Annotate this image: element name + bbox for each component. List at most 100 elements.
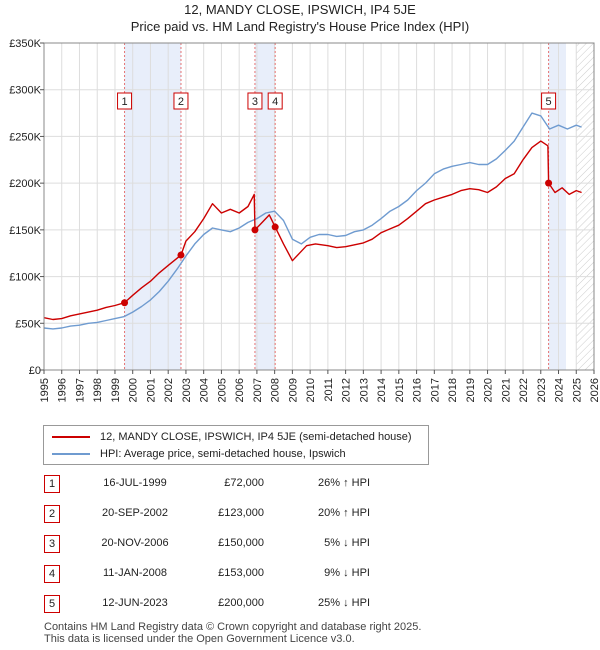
sale-marker-box [247,92,263,110]
x-tick-label: 2025 [571,378,583,402]
transaction-hpi-diff: 9% ↓ HPI [324,567,370,579]
x-tick-label: 2000 [128,378,140,402]
x-tick-label: 2009 [287,378,299,402]
x-tick-label: 2016 [412,378,424,402]
shaded-period [548,43,566,370]
x-tick-label: 1996 [57,378,69,402]
sale-marker-label: 1 [121,96,127,108]
shaded-periods [124,43,594,370]
transaction-row: 3 20-NOV-2006 £150,000 5% ↓ HPI [0,535,600,555]
y-tick-label: £300K [9,85,41,97]
x-tick-label: 2001 [145,378,157,402]
transaction-number: 1 [44,475,60,493]
x-tick-label: 2011 [323,378,335,402]
transaction-price: £150,000 [218,537,264,549]
transaction-price: £72,000 [224,477,264,489]
sale-point [545,179,553,187]
transaction-price: £153,000 [218,567,264,579]
transaction-number: 5 [44,595,60,613]
sale-marker-box [541,92,557,110]
shaded-period [124,43,181,370]
x-tick-label: 2004 [199,378,211,402]
legend-label-property: 12, MANDY CLOSE, IPSWICH, IP4 5JE (semi-… [100,431,412,443]
legend-label-hpi: HPI: Average price, semi-detached house,… [100,448,346,460]
transaction-row: 5 12-JUN-2023 £200,000 25% ↓ HPI [0,595,600,615]
transaction-date: 16-JUL-1999 [103,477,167,489]
legend-swatch-hpi [52,453,90,455]
legend: 12, MANDY CLOSE, IPSWICH, IP4 5JE (semi-… [43,425,429,465]
sale-point [121,299,129,307]
x-tick-label: 2026 [589,378,600,402]
x-tick-label: 2008 [270,378,282,402]
x-tick-label: 2022 [518,378,530,402]
x-tick-label: 2012 [341,378,353,402]
legend-item-property: 12, MANDY CLOSE, IPSWICH, IP4 5JE (semi-… [52,429,412,445]
transaction-number: 2 [44,505,60,523]
transaction-row: 1 16-JUL-1999 £72,000 26% ↑ HPI [0,475,600,495]
x-tick-label: 1995 [39,378,51,402]
sale-markers: 1 2 3 4 5 [117,43,557,370]
forecast-hatch [576,43,594,370]
legend-swatch-property [52,436,90,438]
transaction-hpi-diff: 5% ↓ HPI [324,537,370,549]
y-tick-label: £0 [29,365,41,377]
transaction-hpi-diff: 26% ↑ HPI [318,477,370,489]
transaction-date: 11-JAN-2008 [103,567,167,579]
sale-marker-box [267,92,283,110]
sale-marker-label: 3 [252,96,258,108]
y-tick-label: £100K [9,272,41,284]
x-tick-label: 2019 [465,378,477,402]
x-tick-label: 2010 [305,378,317,402]
sale-marker-box [173,92,189,110]
x-tick-label: 2005 [216,378,228,402]
footer-license: This data is licensed under the Open Gov… [44,633,355,645]
sale-marker-box [117,92,133,110]
hpi-line [43,112,582,330]
sale-marker-label: 5 [546,96,552,108]
sale-marker-label: 2 [178,96,184,108]
sale-point [177,251,185,259]
y-tick-label: £250K [9,131,41,143]
sale-marker-label: 4 [272,96,278,108]
x-tick-label: 2007 [252,378,264,402]
transaction-number: 3 [44,535,60,553]
x-tick-label: 1999 [110,378,122,402]
sale-point [271,223,279,231]
x-tick-label: 2021 [500,378,512,402]
plot-frame [43,42,595,371]
x-tick-label: 2024 [554,378,566,402]
y-tick-label: £200K [9,178,41,190]
x-tick-label: 2003 [181,378,193,402]
series [43,112,582,330]
transaction-date: 20-SEP-2002 [101,507,169,519]
axes: £0 £50K £100K £150K £200K £250K £300K £350K 1995… [9,38,600,402]
x-tick-label: 2020 [483,378,495,402]
x-tick-label: 2018 [447,378,459,402]
x-tick-label: 2014 [376,378,388,402]
transaction-date: 20-NOV-2006 [101,537,169,549]
transaction-number: 4 [44,565,60,583]
y-tick-label: £150K [9,225,41,237]
x-tick-label: 1998 [92,378,104,402]
chart-subtitle: Price paid vs. HM Land Registry's House … [130,19,470,34]
transaction-price: £200,000 [218,597,264,609]
transaction-hpi-diff: 25% ↓ HPI [318,597,370,609]
footer-copyright: Contains HM Land Registry data © Crown c… [44,621,422,633]
x-tick-label: 2013 [358,378,370,402]
x-tick-label: 2023 [536,378,548,402]
x-tick-label: 2002 [163,378,175,402]
property-price-line [43,140,582,321]
y-tick-label: £350K [9,38,41,50]
price-chart: 1 2 3 4 5 £0 £50K £100K £150K £200K £250K £300K £35… [9,38,600,402]
chart-title: 12, MANDY CLOSE, IPSWICH, IP4 5JE [184,2,416,17]
x-tick-label: 2017 [429,378,441,402]
transaction-date: 12-JUN-2023 [102,597,168,609]
transaction-row: 2 20-SEP-2002 £123,000 20% ↑ HPI [0,505,600,525]
x-tick-label: 2006 [234,378,246,402]
transaction-hpi-diff: 20% ↑ HPI [318,507,370,519]
sale-point [251,226,259,234]
transaction-row: 4 11-JAN-2008 £153,000 9% ↓ HPI [0,565,600,585]
legend-item-hpi: HPI: Average price, semi-detached house,… [52,446,346,462]
transaction-price: £123,000 [218,507,264,519]
x-tick-label: 1997 [74,378,86,402]
